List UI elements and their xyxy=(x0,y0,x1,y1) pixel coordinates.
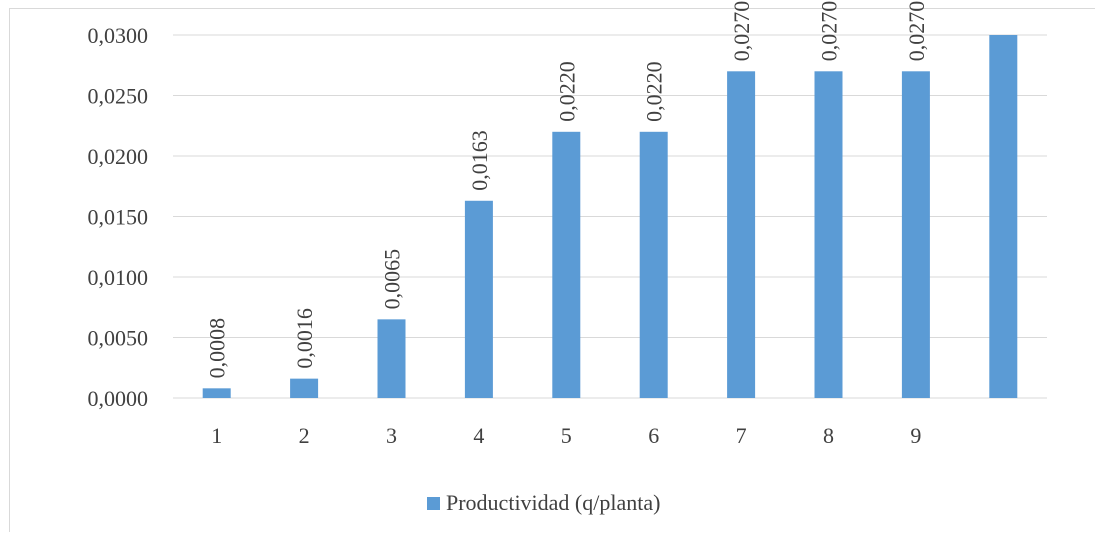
data-label: 0,0270 xyxy=(817,1,842,62)
data-label: 0,0016 xyxy=(292,308,317,369)
data-label: 0,0008 xyxy=(205,318,230,379)
x-tick-label: 8 xyxy=(823,423,834,448)
x-tick-label: 7 xyxy=(736,423,747,448)
y-tick-label: 0,0200 xyxy=(88,144,149,169)
y-tick-label: 0,0000 xyxy=(88,386,149,411)
data-label: 0,0163 xyxy=(467,130,492,191)
x-tick-label: 4 xyxy=(473,423,484,448)
data-label: 0,0270 xyxy=(904,1,929,62)
legend-swatch xyxy=(427,497,440,510)
legend-label: Productividad (q/planta) xyxy=(446,490,660,515)
legend: Productividad (q/planta) xyxy=(427,490,660,515)
y-tick-label: 0,0250 xyxy=(88,84,149,109)
bars xyxy=(202,35,1018,399)
bar xyxy=(202,388,231,398)
bar xyxy=(639,131,668,399)
data-label: 0,0220 xyxy=(554,61,579,122)
x-tick-label: 5 xyxy=(561,423,572,448)
y-tick-label: 0,0300 xyxy=(88,23,149,48)
x-axis-tick-labels: 1 2 3 4 5 6 7 8 9 xyxy=(211,423,921,448)
chart-frame xyxy=(9,8,1095,532)
y-axis-tick-labels: 0,0000 0,0050 0,0100 0,0150 0,0200 0,0250 0,03… xyxy=(88,23,149,411)
bar xyxy=(901,71,930,399)
data-label: 0,0220 xyxy=(642,61,667,122)
x-tick-label: 3 xyxy=(386,423,397,448)
bar xyxy=(727,71,756,399)
x-tick-label: 1 xyxy=(211,423,222,448)
bar xyxy=(814,71,843,399)
x-tick-label: 6 xyxy=(648,423,659,448)
bar xyxy=(464,200,493,398)
bar xyxy=(989,35,1018,398)
x-tick-label: 2 xyxy=(299,423,310,448)
data-labels: 0,0008 0,0016 0,0065 0,0163 0,0220 0,0220 0,02… xyxy=(205,1,929,379)
bar xyxy=(290,378,319,398)
y-tick-label: 0,0100 xyxy=(88,265,149,290)
y-tick-label: 0,0050 xyxy=(88,326,149,351)
data-label: 0,0270 xyxy=(729,1,754,62)
data-label: 0,0065 xyxy=(380,249,405,310)
x-tick-label: 9 xyxy=(910,423,921,448)
bar xyxy=(377,319,406,398)
y-tick-label: 0,0150 xyxy=(88,205,149,230)
gridlines xyxy=(173,34,1047,399)
bar xyxy=(552,131,581,399)
